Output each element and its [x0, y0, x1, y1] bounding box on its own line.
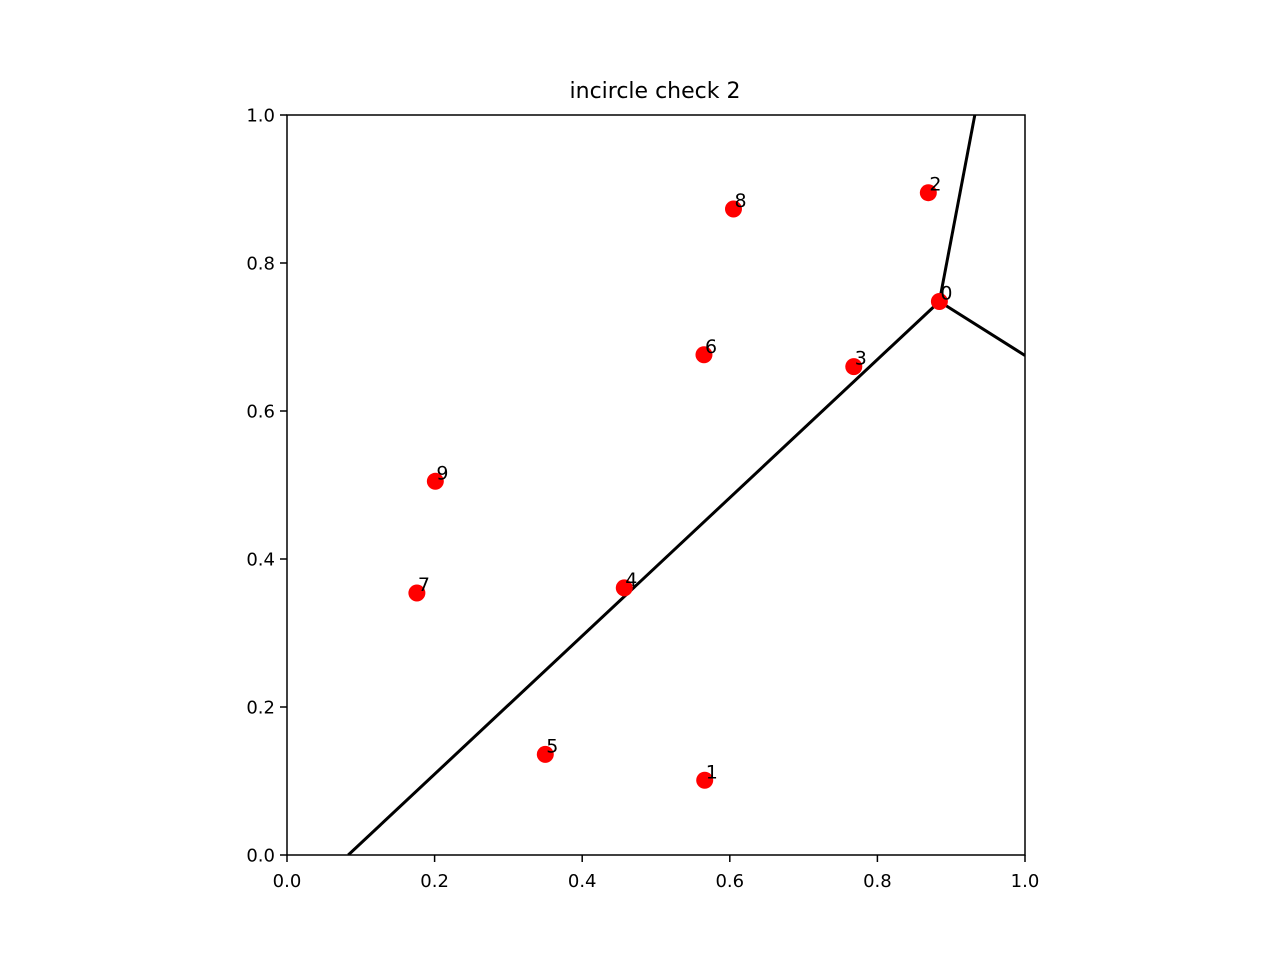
- scatter-point: [695, 346, 713, 364]
- y-tick-label: 1.0: [246, 106, 275, 127]
- x-tick-label: 1.0: [1011, 871, 1040, 892]
- x-tick-label: 0.8: [863, 871, 892, 892]
- chart-title: incircle check 2: [570, 79, 741, 104]
- scatter-point: [724, 200, 742, 218]
- point-label: 3: [855, 348, 867, 370]
- point-label: 7: [418, 574, 430, 596]
- point-label: 0: [940, 282, 952, 304]
- edge-line: [937, 115, 977, 302]
- edge-line: [938, 300, 1025, 357]
- y-axis: 0.0 0.2 0.4 0.6 0.8 1.0: [246, 106, 287, 867]
- point-label: 8: [734, 190, 746, 212]
- y-tick-label: 0.6: [246, 402, 275, 423]
- point-label: 5: [546, 735, 558, 757]
- point-label: 1: [706, 761, 718, 783]
- y-tick-label: 0.2: [246, 698, 275, 719]
- x-axis: 0.0 0.2 0.4 0.6 0.8 1.0: [273, 855, 1040, 892]
- point-label: 6: [705, 336, 717, 358]
- x-tick-label: 0.2: [420, 871, 449, 892]
- x-tick-label: 0.6: [715, 871, 744, 892]
- scatter-point: [696, 771, 714, 789]
- point-label: 4: [625, 569, 637, 591]
- point-label: 2: [929, 174, 941, 196]
- scatter-point: [426, 472, 444, 490]
- edge-line: [347, 300, 941, 855]
- scatter-point: [930, 292, 948, 310]
- plot-frame: [286, 114, 1026, 856]
- scatter-point: [536, 745, 554, 763]
- scatter-points: [408, 184, 948, 789]
- scatter-point: [919, 184, 937, 202]
- y-tick-label: 0.0: [246, 846, 275, 867]
- scatter-point: [615, 579, 633, 597]
- edge-lines: [347, 115, 1025, 855]
- scatter-point: [408, 584, 426, 602]
- x-tick-label: 0.4: [568, 871, 597, 892]
- y-tick-label: 0.8: [246, 254, 275, 275]
- point-label: 9: [436, 462, 448, 484]
- y-tick-label: 0.4: [246, 550, 275, 571]
- scatter-point: [845, 358, 863, 376]
- point-labels: 0 1 2 3 4 5 6 7 8 9: [418, 174, 953, 784]
- x-tick-label: 0.0: [273, 871, 302, 892]
